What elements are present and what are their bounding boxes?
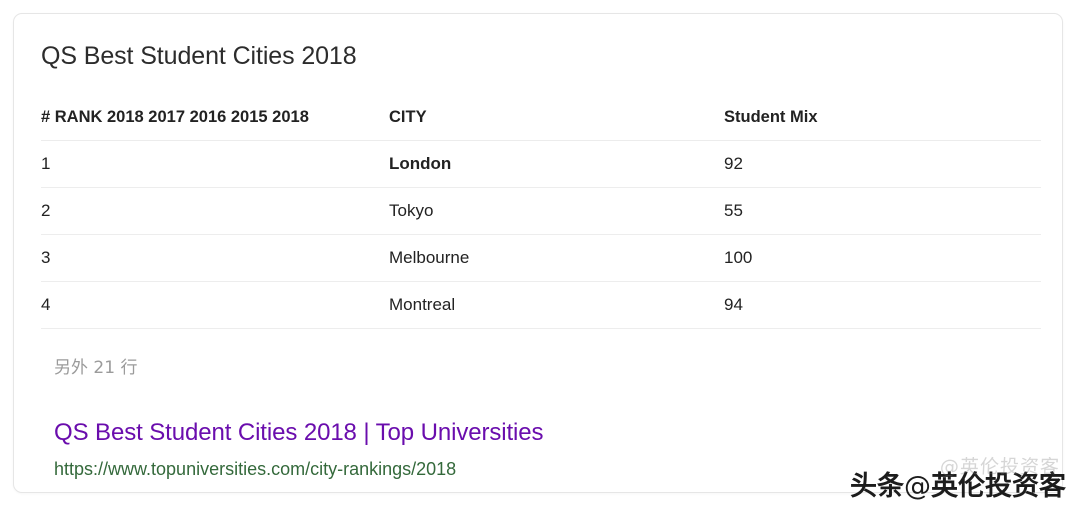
rankings-table: # RANK 2018 2017 2016 2015 2018 CITY Stu… bbox=[41, 102, 1041, 329]
cell-rank: 4 bbox=[41, 281, 389, 329]
table-header-row: # RANK 2018 2017 2016 2015 2018 CITY Stu… bbox=[41, 102, 1041, 141]
cell-student-mix: 100 bbox=[724, 234, 1041, 282]
search-result-card: QS Best Student Cities 2018 # RANK 2018 … bbox=[13, 13, 1063, 493]
more-rows-note: 另外 21 行 bbox=[54, 358, 138, 378]
table-row: 2 Tokyo 55 bbox=[41, 187, 1041, 235]
table-row: 1 London 92 bbox=[41, 140, 1041, 188]
table-body: 1 London 92 2 Tokyo 55 3 Melbourne 100 4… bbox=[41, 140, 1041, 329]
column-header-student-mix[interactable]: Student Mix bbox=[724, 102, 1041, 141]
cell-student-mix: 92 bbox=[724, 140, 1041, 188]
table-row: 4 Montreal 94 bbox=[41, 281, 1041, 329]
cell-rank: 1 bbox=[41, 140, 389, 188]
cell-city: Montreal bbox=[389, 281, 724, 329]
cell-city: Melbourne bbox=[389, 234, 724, 282]
table-header: # RANK 2018 2017 2016 2015 2018 CITY Stu… bbox=[41, 102, 1041, 141]
cell-city: London bbox=[389, 140, 724, 188]
column-header-rank[interactable]: # RANK 2018 2017 2016 2015 2018 bbox=[41, 102, 389, 141]
result-title-link[interactable]: QS Best Student Cities 2018 | Top Univer… bbox=[54, 419, 544, 446]
cell-city: Tokyo bbox=[389, 187, 724, 235]
cell-student-mix: 55 bbox=[724, 187, 1041, 235]
column-header-city[interactable]: CITY bbox=[389, 102, 724, 141]
cell-rank: 3 bbox=[41, 234, 389, 282]
table-row: 3 Melbourne 100 bbox=[41, 234, 1041, 282]
cell-student-mix: 94 bbox=[724, 281, 1041, 329]
cell-rank: 2 bbox=[41, 187, 389, 235]
card-title: QS Best Student Cities 2018 bbox=[41, 42, 357, 70]
result-url-link[interactable]: https://www.topuniversities.com/city-ran… bbox=[54, 459, 457, 479]
